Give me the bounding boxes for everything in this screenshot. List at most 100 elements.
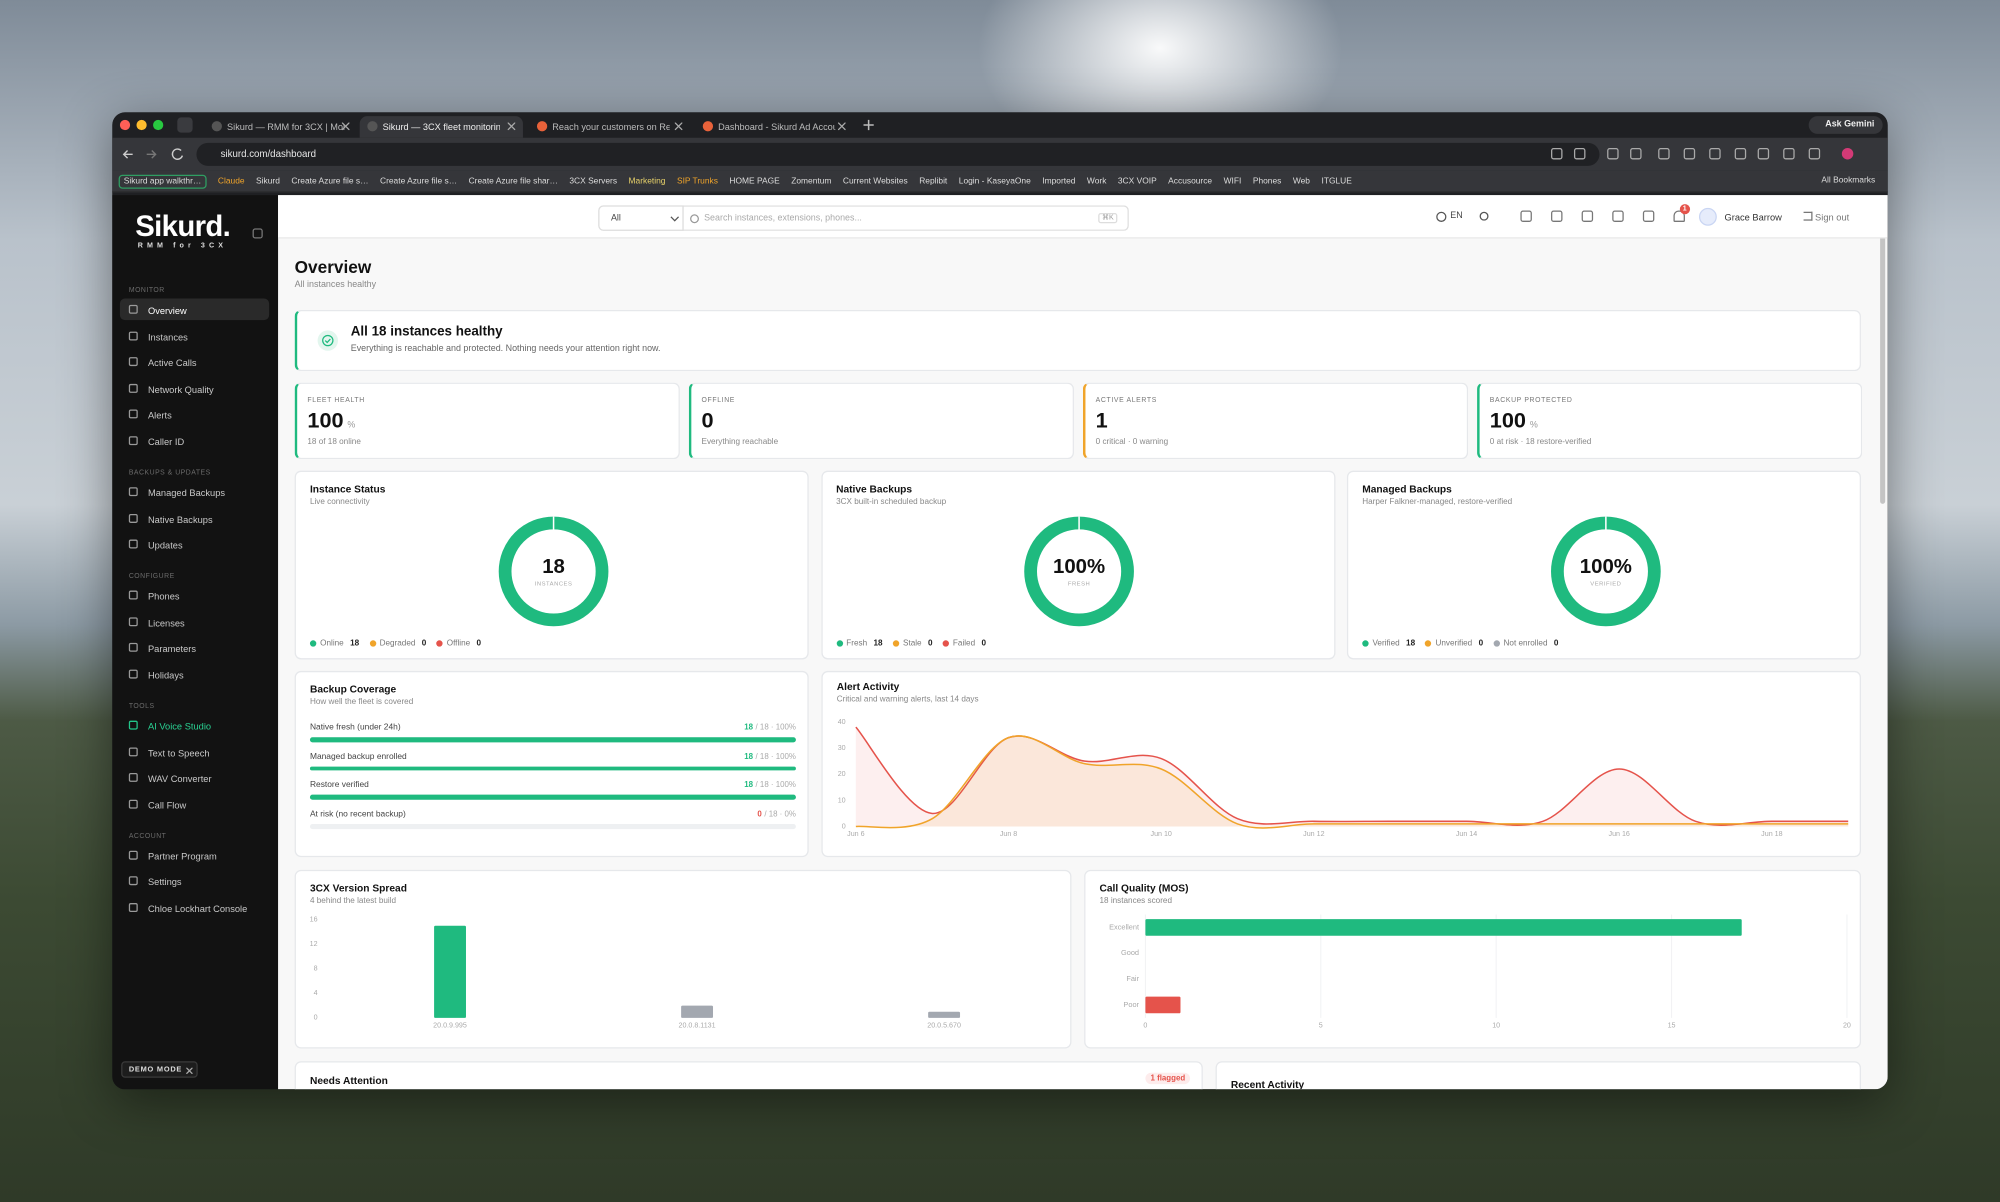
nav-item[interactable]: Partner Program: [120, 844, 269, 866]
legend-value: 0: [1553, 638, 1559, 648]
browser-tab[interactable]: Dashboard - Sikurd Ad Accou…: [695, 116, 853, 138]
bookmark[interactable]: Current Websites: [842, 177, 908, 187]
avatar[interactable]: [1698, 207, 1717, 226]
notifications-bell[interactable]: [1673, 210, 1685, 222]
toolbar-icon[interactable]: [1709, 147, 1721, 160]
toolbar-icon[interactable]: [1642, 210, 1655, 222]
kpi-value: 100: [1489, 408, 1526, 433]
toolbar-icon[interactable]: [1658, 147, 1670, 160]
tab-close[interactable]: [507, 122, 516, 131]
bookmark[interactable]: Zomentum: [791, 177, 832, 187]
bookmark[interactable]: SIP Trunks: [676, 177, 718, 187]
language[interactable]: EN: [1450, 211, 1463, 221]
nav-item[interactable]: Alerts: [120, 404, 269, 426]
sign-out[interactable]: Sign out: [1815, 211, 1850, 224]
toolbar-icon[interactable]: [1551, 210, 1563, 222]
nav-item[interactable]: Active Calls: [120, 351, 269, 373]
bookmark[interactable]: 3CX Servers: [569, 177, 618, 187]
toolbar-icon[interactable]: [1607, 147, 1619, 160]
nav-item[interactable]: AI Voice Studio: [120, 714, 269, 736]
toolbar-icon[interactable]: [1573, 147, 1586, 160]
bookmark[interactable]: Accusource: [1168, 177, 1213, 187]
nav-item[interactable]: Settings: [120, 870, 269, 892]
nav-item[interactable]: Call Flow: [120, 793, 269, 815]
nav-item[interactable]: WAV Converter: [120, 767, 269, 789]
bookmark[interactable]: Create Azure file s…: [291, 177, 369, 187]
tab-title: Reach your customers on Re…: [552, 121, 670, 133]
toolbar-icon[interactable]: [1630, 147, 1642, 160]
nav-item[interactable]: Parameters: [120, 637, 269, 659]
nav-item[interactable]: Chloe Lockhart Console: [120, 897, 269, 919]
nav-item[interactable]: Network Quality: [120, 377, 269, 399]
tab-close[interactable]: [674, 122, 683, 131]
close-button[interactable]: [119, 119, 131, 131]
sign-out-icon[interactable]: [1803, 211, 1813, 221]
nav-item[interactable]: Licenses: [120, 611, 269, 633]
toolbar-icon[interactable]: [1841, 147, 1854, 160]
browser-tab[interactable]: Reach your customers on Re…: [529, 116, 690, 138]
ask-gemini-button[interactable]: Ask Gemini: [1808, 116, 1883, 134]
bookmark[interactable]: Sikurd app walkthr…: [118, 174, 207, 189]
bookmark[interactable]: WIFI: [1223, 177, 1242, 187]
card-title: Instance Status: [309, 483, 386, 495]
tab-close[interactable]: [838, 122, 846, 131]
bookmark[interactable]: Imported: [1042, 177, 1076, 187]
browser-tab[interactable]: Sikurd — 3CX fleet monitorin…: [359, 116, 523, 138]
nav-item[interactable]: Instances: [120, 325, 269, 347]
recent-activity-card: Recent Activity: [1215, 1061, 1861, 1090]
bookmark[interactable]: Work: [1086, 177, 1107, 187]
nav-item[interactable]: Phones: [120, 584, 269, 606]
bookmark[interactable]: Marketing: [628, 177, 666, 187]
nav-item[interactable]: Overview: [119, 298, 270, 321]
browser-tab[interactable]: Sikurd — RMM for 3CX | Mon…: [204, 116, 357, 138]
bookmark[interactable]: HOME PAGE: [729, 177, 780, 187]
bookmark[interactable]: ITGLUE: [1321, 177, 1352, 187]
bookmark[interactable]: Login - KaseyaOne: [958, 177, 1031, 187]
maximize-button[interactable]: [153, 119, 164, 131]
toolbar-icon[interactable]: [1808, 147, 1821, 160]
all-bookmarks[interactable]: All Bookmarks: [1821, 176, 1876, 185]
instance-filter[interactable]: All: [598, 205, 684, 231]
toolbar-icon[interactable]: [1520, 210, 1532, 222]
globe-icon[interactable]: [1436, 211, 1447, 222]
toolbar-icon[interactable]: [1783, 147, 1795, 160]
scrollbar-thumb[interactable]: [1880, 200, 1886, 504]
bookmark[interactable]: Create Azure file s…: [380, 177, 458, 187]
minimize-button[interactable]: [136, 119, 147, 131]
nav-item[interactable]: Holidays: [120, 663, 269, 685]
bookmark[interactable]: Sikurd: [256, 177, 280, 187]
theme-toggle[interactable]: [1479, 211, 1489, 221]
address-bar[interactable]: sikurd.com/dashboard: [196, 142, 1600, 166]
bookmark[interactable]: Create Azure file shar…: [468, 177, 558, 187]
demo-mode-pill[interactable]: DEMO MODE: [121, 1061, 198, 1078]
x-tick-label: 5: [1319, 1021, 1323, 1029]
legend-name: Online: [320, 638, 344, 648]
tab-close[interactable]: [341, 122, 350, 131]
page-subtitle: All instances healthy: [294, 280, 377, 290]
user-name[interactable]: Grace Barrow: [1724, 211, 1782, 224]
new-tab-button[interactable]: [862, 119, 875, 132]
bookmark[interactable]: Phones: [1252, 177, 1282, 187]
collapse-button[interactable]: [252, 228, 263, 239]
coverage-track: [309, 737, 796, 742]
toolbar-icon[interactable]: [1734, 147, 1747, 160]
bookmark[interactable]: Claude: [217, 177, 245, 187]
toolbar-icon[interactable]: [1581, 210, 1594, 222]
nav-label: Partner Program: [147, 850, 217, 862]
nav-item[interactable]: Managed Backups: [120, 481, 269, 503]
bookmark[interactable]: Replibit: [919, 177, 948, 187]
demo-close[interactable]: [186, 1067, 193, 1074]
nav-item[interactable]: Native Backups: [120, 507, 269, 529]
bookmark[interactable]: 3CX VOIP: [1117, 177, 1157, 187]
nav-item[interactable]: Caller ID: [120, 430, 269, 452]
tab-search-button[interactable]: [177, 117, 193, 133]
toolbar-icon[interactable]: [1757, 147, 1770, 160]
bookmark[interactable]: Web: [1292, 177, 1311, 187]
toolbar-icon[interactable]: [1612, 210, 1624, 222]
toolbar-icon[interactable]: [1551, 147, 1563, 160]
toolbar-icon[interactable]: [1683, 147, 1696, 160]
nav-buttons[interactable]: [120, 138, 197, 171]
nav-item[interactable]: Text to Speech: [120, 741, 269, 763]
nav-item[interactable]: Updates: [120, 533, 269, 555]
search-box[interactable]: Search instances, extensions, phones... ⌘…: [682, 205, 1129, 231]
